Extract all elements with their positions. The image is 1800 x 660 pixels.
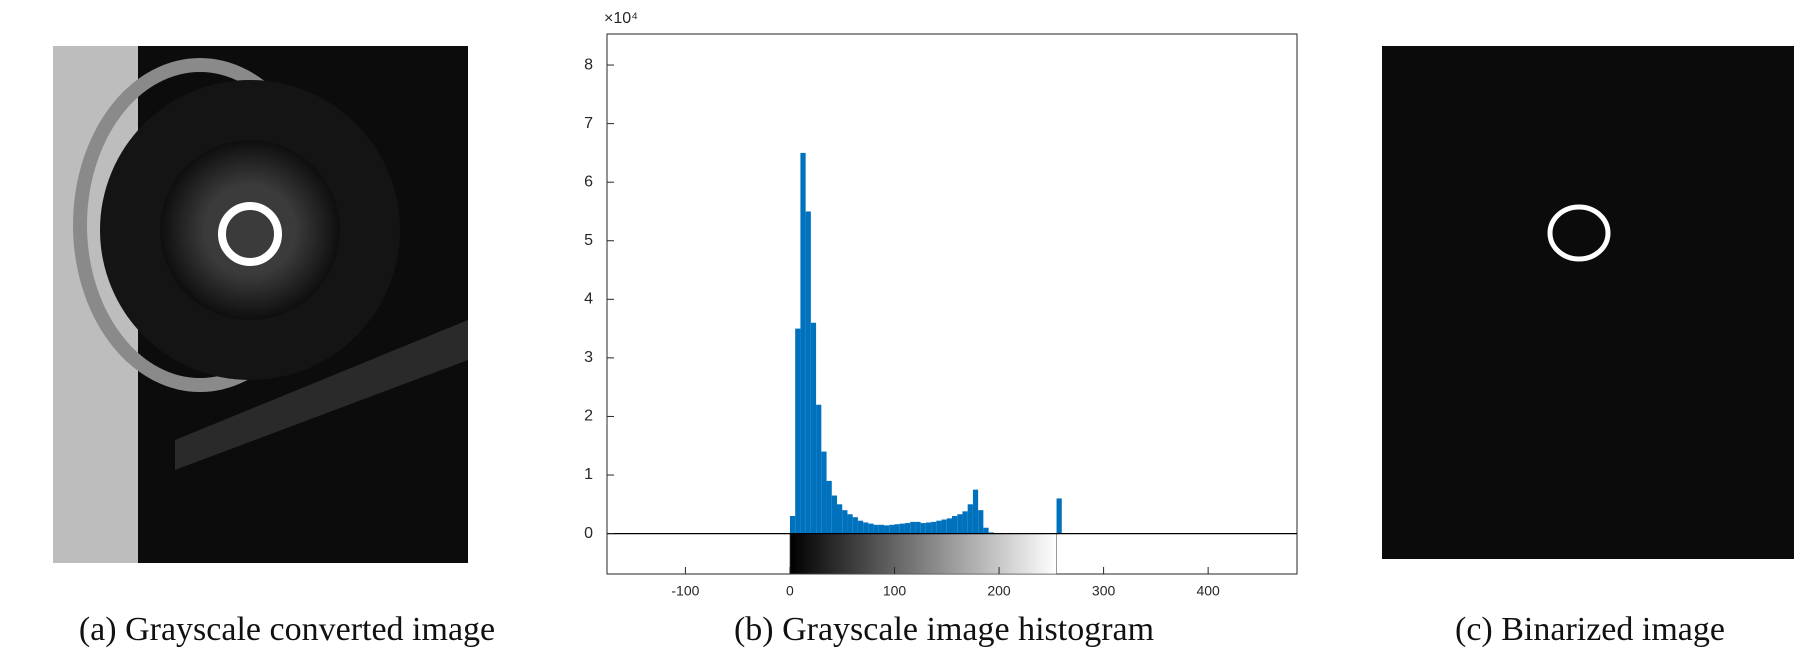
bar: [952, 516, 958, 534]
bar: [810, 322, 817, 534]
bar: [972, 489, 979, 534]
bar: [941, 519, 947, 534]
bar: [878, 524, 885, 534]
y-tick-label: 5: [584, 232, 593, 249]
bar: [936, 520, 942, 534]
bar: [946, 518, 952, 534]
bar: [957, 514, 963, 534]
bar: [800, 152, 806, 534]
x-tick-label: 200: [987, 583, 1011, 599]
x-tick-label: -100: [671, 583, 699, 599]
binarized-image: [1382, 46, 1794, 559]
axis-multiplier: ×10⁴: [604, 10, 638, 27]
bar: [899, 523, 905, 534]
y-tick-label: 6: [584, 173, 593, 190]
x-tick-label: 400: [1196, 583, 1220, 599]
bar: [884, 525, 890, 534]
bar: [857, 520, 864, 534]
colorbar: [789, 533, 1057, 575]
caption: (a) Grayscale converted image: [79, 611, 495, 648]
y-tick-label: 7: [584, 115, 593, 132]
bar: [894, 524, 900, 534]
bar: [852, 517, 858, 534]
bar: [978, 510, 984, 534]
bar: [863, 522, 869, 534]
plot-area: [606, 33, 1298, 575]
y-tick-label: 8: [584, 56, 593, 73]
bar: [889, 524, 895, 534]
y-tick-label: 3: [584, 349, 593, 366]
bar: [816, 404, 822, 534]
bar: [983, 527, 989, 534]
bar: [873, 524, 879, 534]
x-tick-label: 0: [786, 583, 794, 599]
x-tick-label: 300: [1092, 583, 1116, 599]
bar: [795, 328, 801, 534]
bar: [1056, 498, 1062, 534]
bar: [842, 510, 848, 534]
caption: (b) Grayscale image histogram: [734, 611, 1154, 648]
bar: [904, 523, 911, 534]
bar: [831, 495, 837, 534]
y-tick-label: 4: [584, 291, 593, 308]
bar: [847, 514, 853, 534]
bar: [868, 523, 874, 534]
bar: [920, 523, 926, 534]
bar: [789, 516, 796, 534]
bar: [805, 211, 811, 534]
caption: (c) Binarized image: [1455, 611, 1725, 648]
y-tick-label: 2: [584, 408, 593, 425]
bar: [837, 504, 843, 534]
grayscale-image: [53, 46, 468, 563]
bar: [910, 521, 916, 534]
bar: [821, 451, 827, 534]
bar: [915, 521, 921, 534]
y-tick-label: 1: [584, 466, 593, 483]
bar: [826, 480, 832, 534]
bar: [925, 522, 932, 534]
histogram-chart: 0 1 2 3 4 5 6 7 8 -100 0 100 200 300 400 ×10⁴: [584, 10, 1298, 599]
x-tick-label: 100: [883, 583, 907, 599]
bar: [967, 504, 973, 534]
bar: [931, 521, 937, 534]
y-tick-label: 0: [584, 525, 593, 542]
bar: [962, 511, 968, 534]
